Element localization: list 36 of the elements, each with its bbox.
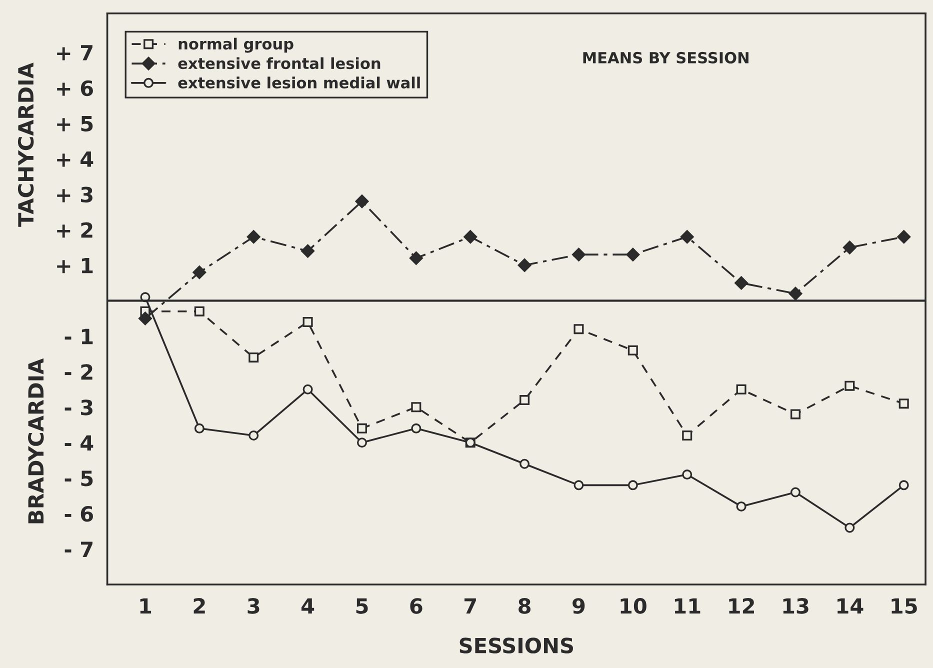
x-tick-label: 11 xyxy=(674,598,700,614)
x-tick-label: 4 xyxy=(301,598,314,614)
y-tick-label: + 1 xyxy=(57,258,93,274)
x-axis-title: SESSIONS xyxy=(460,638,573,654)
text: BRADYCARDIA xyxy=(28,358,44,524)
x-tick-label: 7 xyxy=(464,598,476,614)
y-axis-title: TACHYCARDIA xyxy=(18,62,34,227)
x-tick-label: 13 xyxy=(783,598,808,614)
legend-label: extensive lesion medial wall xyxy=(178,76,420,88)
y-tick-label: - 4 xyxy=(64,435,94,451)
y-tick-label: + 6 xyxy=(57,80,93,96)
x-tick-label: 6 xyxy=(410,598,422,614)
x-tick-label: 12 xyxy=(729,598,754,614)
y-tick-label: + 2 xyxy=(57,222,92,238)
y-tick-label: - 5 xyxy=(64,470,93,486)
x-tick-label: 1 xyxy=(140,598,152,614)
x-tick-label: 14 xyxy=(838,598,864,614)
x-tick-label: 5 xyxy=(356,598,368,614)
x-tick-label: 3 xyxy=(248,598,260,614)
annotation: MEANS BY SESSION xyxy=(583,52,748,64)
x-tick-label: 15 xyxy=(892,598,917,614)
y-tick-label: + 3 xyxy=(57,186,92,202)
y-tick-label: - 7 xyxy=(64,542,92,557)
y-tick-label: - 1 xyxy=(64,328,93,344)
y-tick-label: - 3 xyxy=(64,400,92,416)
legend-label: normal group xyxy=(178,38,294,53)
y-tick-label: + 4 xyxy=(57,152,94,167)
x-tick-label: 10 xyxy=(620,598,646,614)
y-tick-label: - 6 xyxy=(64,506,93,522)
legend-label: extensive frontal lesion xyxy=(178,57,380,70)
y-tick-label: + 7 xyxy=(57,45,92,60)
y-tick-label: + 5 xyxy=(57,116,93,132)
x-tick-label: 8 xyxy=(518,598,530,614)
x-tick-label: 9 xyxy=(572,598,585,614)
x-tick-label: 2 xyxy=(194,598,205,614)
y-tick-label: - 2 xyxy=(64,364,92,380)
